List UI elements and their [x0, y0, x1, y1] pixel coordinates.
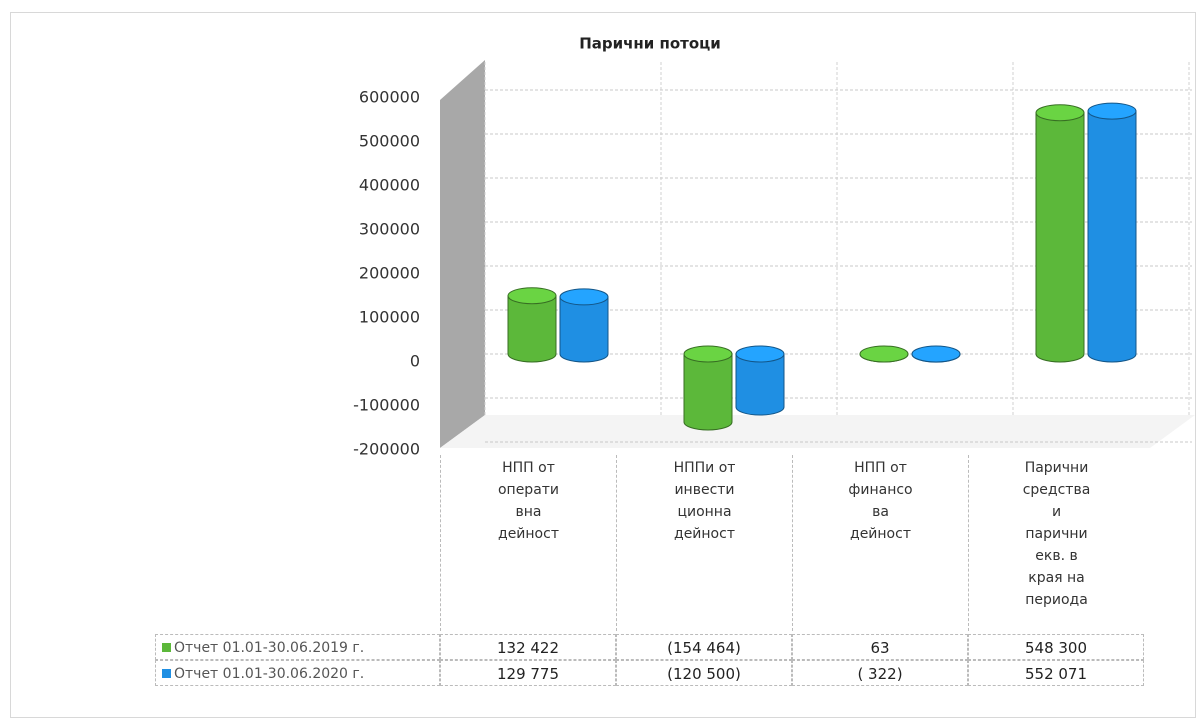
bar-top: [735, 345, 785, 363]
legend-entry: Отчет 01.01-30.06.2020 г.: [155, 660, 440, 686]
data-table-cell: (120 500): [616, 660, 792, 686]
data-table-cell: ( 322): [792, 660, 968, 686]
data-table-cell: 63: [792, 634, 968, 660]
x-tick-label: НПП от операти вна дейност: [440, 455, 616, 631]
y-tick-label: -200000: [353, 440, 420, 459]
y-tick-label: 300000: [359, 220, 420, 239]
chart-title: Парични потоци: [579, 35, 721, 53]
legend-label: Отчет 01.01-30.06.2019 г.: [174, 640, 365, 656]
legend-swatch: [162, 643, 171, 652]
y-tick-label: 600000: [359, 88, 420, 107]
bar-top: [507, 287, 557, 305]
bar: [683, 353, 733, 431]
bar-top: [559, 288, 609, 306]
chart-frame: [10, 12, 1196, 718]
x-tick-label: НПП от финансо ва дейност: [792, 455, 968, 631]
y-tick-label: 400000: [359, 176, 420, 195]
bar-top: [911, 345, 961, 363]
floor: [440, 415, 1195, 448]
bar-top: [683, 345, 733, 363]
x-tick-label: Парични средства и парични екв. в края н…: [968, 455, 1144, 631]
y-tick-label: -100000: [353, 396, 420, 415]
bar: [559, 296, 609, 363]
legend-swatch: [162, 669, 171, 678]
x-tick-label: НППи от инвести ционна дейност: [616, 455, 792, 631]
y-tick-label: 200000: [359, 264, 420, 283]
y-tick-label: 500000: [359, 132, 420, 151]
bar-top: [1035, 104, 1085, 122]
data-table-cell: (154 464): [616, 634, 792, 660]
y-tick-label: 100000: [359, 308, 420, 327]
bar-top: [859, 345, 909, 363]
data-table-cell: 552 071: [968, 660, 1144, 686]
side-wall: [440, 60, 485, 448]
data-table-cell: 132 422: [440, 634, 616, 660]
bar-top: [1087, 102, 1137, 120]
y-tick-label: 0: [410, 352, 420, 371]
bar: [1035, 112, 1085, 363]
bar: [507, 295, 557, 363]
data-table-cell: 129 775: [440, 660, 616, 686]
bar: [735, 353, 785, 416]
legend-entry: Отчет 01.01-30.06.2019 г.: [155, 634, 440, 660]
bar: [1087, 110, 1137, 363]
data-table-cell: 548 300: [968, 634, 1144, 660]
legend-label: Отчет 01.01-30.06.2020 г.: [174, 666, 365, 682]
